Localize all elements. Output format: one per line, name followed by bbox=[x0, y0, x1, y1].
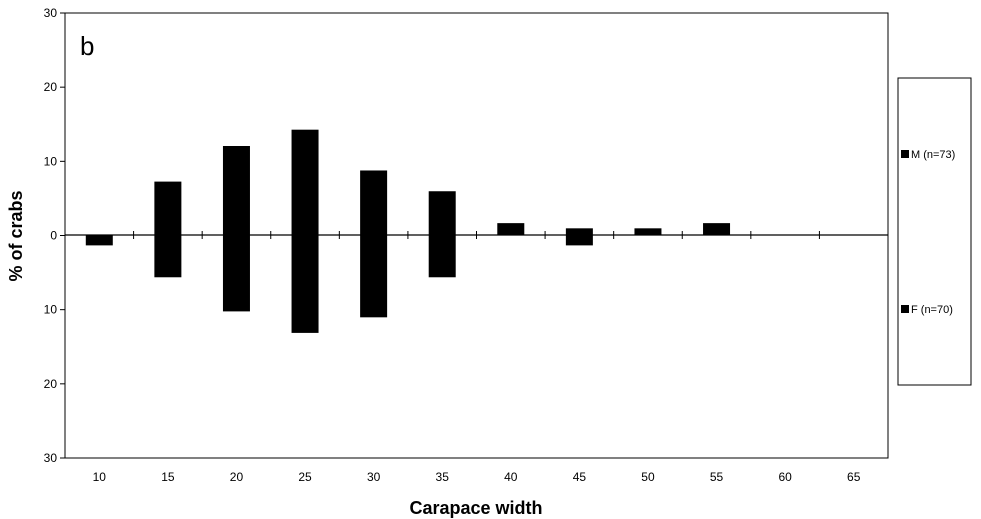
x-tick-label: 40 bbox=[504, 470, 518, 484]
bar-female bbox=[154, 235, 182, 278]
bar-male bbox=[703, 223, 731, 235]
bar-male bbox=[154, 181, 182, 235]
bar-male bbox=[428, 191, 456, 235]
legend-label: M (n=73) bbox=[911, 149, 955, 161]
bar-male bbox=[497, 223, 525, 235]
y-tick-label: 0 bbox=[50, 229, 57, 243]
legend-swatch bbox=[901, 305, 909, 313]
y-tick-label: 30 bbox=[44, 6, 58, 20]
y-axis-title: % of crabs bbox=[6, 190, 26, 281]
bar-female bbox=[222, 235, 250, 312]
x-tick-label: 15 bbox=[161, 470, 175, 484]
x-tick-label: 10 bbox=[93, 470, 107, 484]
bar-female bbox=[291, 235, 319, 333]
x-tick-label: 65 bbox=[847, 470, 861, 484]
x-tick-label: 30 bbox=[367, 470, 381, 484]
legend: M (n=73) F (n=70) bbox=[897, 77, 972, 386]
legend-label: F (n=70) bbox=[911, 304, 953, 316]
y-tick-label: 10 bbox=[44, 303, 58, 317]
x-tick-label: 35 bbox=[436, 470, 450, 484]
legend-swatch bbox=[901, 150, 909, 158]
y-tick-label: 20 bbox=[44, 377, 58, 391]
plot-area: 30 20 10 0 10 20 30 10 15 20 25 30 35 40 45 50 55 60 65 bbox=[44, 6, 889, 484]
bar-male bbox=[634, 228, 662, 235]
bar-female bbox=[360, 235, 388, 318]
bar-female bbox=[428, 235, 456, 278]
x-tick-label: 55 bbox=[710, 470, 724, 484]
bar-male bbox=[360, 170, 388, 235]
x-tick-label: 45 bbox=[573, 470, 587, 484]
bar-female bbox=[85, 235, 113, 246]
bar-male bbox=[222, 146, 250, 235]
legend-box bbox=[897, 77, 972, 386]
x-tick-label: 20 bbox=[230, 470, 244, 484]
bar-male bbox=[291, 129, 319, 235]
y-tick-label: 30 bbox=[44, 451, 58, 465]
panel-label: b bbox=[80, 31, 94, 61]
x-tick-label: 25 bbox=[298, 470, 312, 484]
x-axis-title: Carapace width bbox=[409, 498, 542, 518]
bar-female bbox=[565, 235, 593, 246]
bar-male bbox=[565, 228, 593, 235]
y-tick-label: 10 bbox=[44, 154, 58, 168]
x-tick-label: 60 bbox=[778, 470, 792, 484]
y-tick-label: 20 bbox=[44, 80, 58, 94]
x-tick-label: 50 bbox=[641, 470, 655, 484]
